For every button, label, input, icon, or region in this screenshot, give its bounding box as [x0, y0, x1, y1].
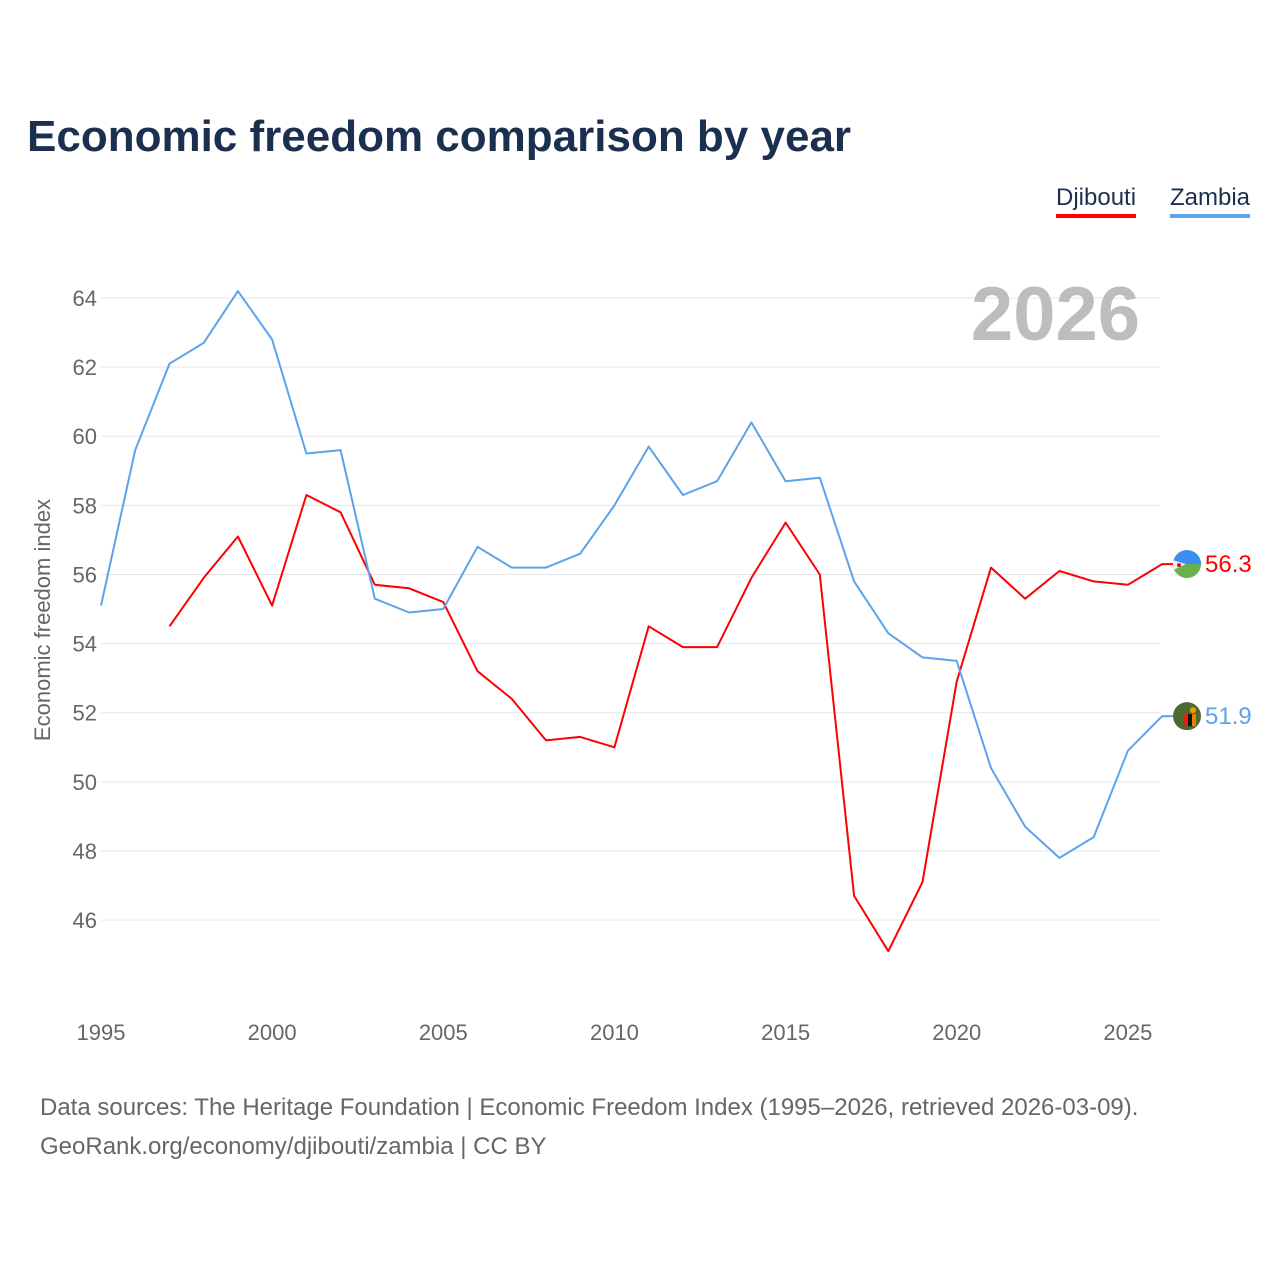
y-tick-label: 46	[73, 908, 97, 933]
y-tick-label: 62	[73, 355, 97, 380]
zambia-flag-black	[1188, 714, 1192, 727]
x-tick-label: 2025	[1103, 1020, 1152, 1045]
y-tick-label: 56	[73, 562, 97, 587]
djibouti-flag-star	[1177, 563, 1181, 568]
source-note: Data sources: The Heritage Foundation | …	[40, 1088, 1138, 1166]
y-tick-label: 52	[73, 701, 97, 726]
end-value-label-zambia: 51.9	[1205, 703, 1252, 730]
legend-zambia[interactable]: Zambia	[1170, 184, 1251, 218]
series-line-djibouti	[168, 494, 1175, 953]
y-tick-label: 58	[73, 493, 97, 518]
zambia-flag-red	[1184, 714, 1188, 727]
source-line-1: Data sources: The Heritage Foundation | …	[40, 1094, 1139, 1121]
legend-djibouti[interactable]: Djibouti	[1056, 184, 1137, 218]
end-value-label-djibouti: 56.3	[1205, 551, 1252, 578]
source-line-2[interactable]: GeoRank.org/economy/djibouti/zambia | CC…	[40, 1133, 547, 1160]
x-tick-label: 2000	[248, 1020, 297, 1045]
y-tick-label: 50	[73, 770, 97, 795]
year-watermark: 2026	[971, 272, 1140, 357]
chart-title: Economic freedom comparison by year	[27, 112, 852, 161]
y-tick-label: 48	[73, 839, 97, 864]
y-tick-label: 64	[73, 286, 97, 311]
x-tick-label: 2005	[419, 1020, 468, 1045]
y-tick-label: 54	[73, 632, 97, 657]
x-tick-label: 2015	[761, 1020, 810, 1045]
x-tick-label: 2010	[590, 1020, 639, 1045]
zambia-flag-orange	[1192, 714, 1196, 727]
y-tick-label: 60	[73, 424, 97, 449]
series-line-zambia	[100, 290, 1175, 859]
x-tick-label: 2020	[932, 1020, 981, 1045]
zambia-flag-eagle	[1190, 707, 1196, 714]
djibouti-flag-top	[1173, 550, 1201, 565]
y-axis-label: Economic freedom index	[30, 499, 55, 741]
x-tick-label: 1995	[77, 1020, 126, 1045]
